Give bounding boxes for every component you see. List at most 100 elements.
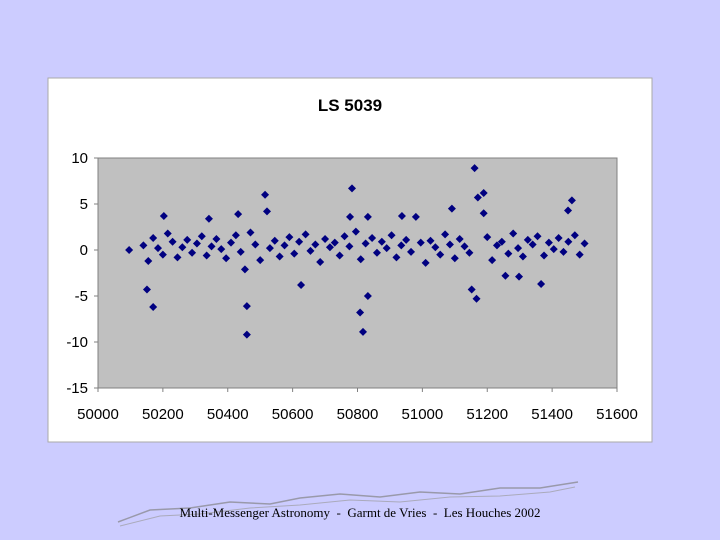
- point: [473, 193, 482, 202]
- point: [290, 249, 299, 258]
- point: [251, 240, 260, 249]
- point: [470, 164, 479, 173]
- point: [567, 196, 576, 205]
- point: [262, 207, 271, 216]
- point: [346, 212, 355, 221]
- point: [570, 231, 579, 240]
- point: [202, 251, 211, 260]
- point: [402, 235, 411, 244]
- point: [178, 243, 187, 252]
- point: [295, 237, 304, 246]
- point: [207, 242, 216, 251]
- y-tick-label: -10: [66, 334, 88, 351]
- x-tick-label: 51200: [466, 406, 508, 423]
- point: [226, 238, 235, 247]
- point: [372, 248, 381, 257]
- point: [479, 209, 488, 218]
- point: [340, 232, 349, 241]
- point: [236, 247, 245, 256]
- point: [173, 253, 182, 262]
- point: [234, 210, 243, 219]
- point: [356, 255, 365, 264]
- point: [347, 184, 356, 193]
- point: [204, 214, 213, 223]
- point: [301, 230, 310, 239]
- point: [240, 265, 249, 274]
- point: [261, 190, 270, 199]
- point: [297, 280, 306, 289]
- point: [397, 211, 406, 220]
- point: [359, 327, 368, 336]
- point: [450, 254, 459, 263]
- point: [549, 245, 558, 254]
- point: [426, 236, 435, 245]
- point: [501, 271, 510, 280]
- point: [212, 234, 221, 243]
- point: [356, 308, 365, 317]
- point: [411, 212, 420, 221]
- point: [392, 253, 401, 262]
- point: [533, 232, 542, 241]
- point: [455, 234, 464, 243]
- point: [416, 238, 425, 247]
- x-tick-label: 50400: [207, 406, 249, 423]
- point: [377, 237, 386, 246]
- point: [397, 241, 406, 250]
- point: [564, 206, 573, 215]
- point: [497, 237, 506, 246]
- point: [139, 241, 148, 250]
- point: [192, 239, 201, 248]
- point: [554, 234, 563, 243]
- point: [447, 204, 456, 213]
- chart-title: LS 5039: [318, 96, 382, 115]
- y-tick-label: 10: [71, 150, 88, 167]
- point: [514, 244, 523, 253]
- point: [483, 233, 492, 242]
- point: [275, 252, 284, 261]
- point: [445, 240, 454, 249]
- mountain-decoration: [119, 486, 576, 527]
- point: [231, 231, 240, 240]
- point: [256, 256, 265, 265]
- point: [436, 250, 445, 259]
- point: [197, 232, 206, 241]
- point: [222, 254, 231, 263]
- point: [537, 280, 546, 289]
- x-tick-label: 50000: [77, 406, 119, 423]
- point: [149, 303, 158, 312]
- point: [159, 211, 168, 220]
- point: [441, 230, 450, 239]
- point: [158, 250, 167, 259]
- point: [345, 242, 354, 251]
- point: [265, 244, 274, 253]
- y-tick-label: 5: [80, 196, 88, 213]
- point: [472, 294, 481, 303]
- point: [183, 235, 192, 244]
- x-tick-label: 51400: [531, 406, 573, 423]
- point: [407, 247, 416, 256]
- point: [382, 244, 391, 253]
- point: [242, 302, 251, 311]
- x-tick-label: 50600: [272, 406, 314, 423]
- point: [479, 188, 488, 197]
- point: [488, 256, 497, 265]
- point: [509, 229, 518, 238]
- plot: -15 -10 -5 0 5 10 50000 50200 50400 50600 50800 510…: [66, 150, 638, 423]
- point: [368, 234, 377, 243]
- point: [540, 251, 549, 260]
- point: [246, 228, 255, 237]
- footer-text: Multi-Messenger Astronomy - Garmt de Vri…: [179, 505, 540, 520]
- point: [559, 247, 568, 256]
- plot-area: [97, 157, 618, 389]
- point: [363, 212, 372, 221]
- point: [387, 231, 396, 240]
- point: [242, 330, 251, 339]
- point: [306, 246, 315, 255]
- point: [335, 251, 344, 260]
- point: [421, 258, 430, 267]
- x-tick-label: 51000: [402, 406, 444, 423]
- point: [363, 292, 372, 300]
- point: [280, 241, 289, 250]
- point: [217, 245, 226, 254]
